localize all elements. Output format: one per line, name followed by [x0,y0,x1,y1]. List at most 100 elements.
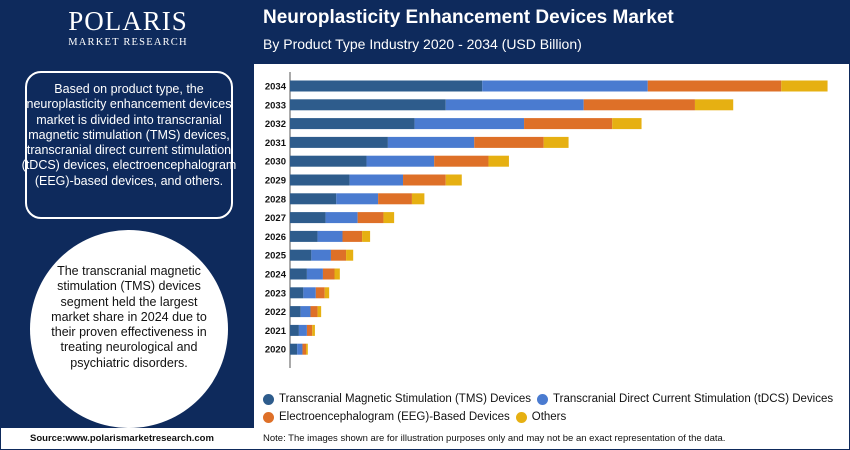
source-text: Source:www.polarismarketresearch.com [30,433,214,444]
y-tick-label-2031: 2031 [265,138,287,149]
logo-subtitle: MARKET RESEARCH [68,37,188,48]
bar-2028-others [411,193,425,205]
bar-2030-tdcs [366,155,435,167]
bar-2028-tdcs [336,193,379,205]
bar-2025-tdcs [311,249,331,261]
bar-2027-tms [290,212,326,224]
bar-2028-eeg [378,193,412,205]
bar-2020-tdcs [297,343,303,355]
legend-dot-others [515,411,527,423]
y-tick-label-2032: 2032 [265,119,286,130]
bar-2029-others [445,174,462,186]
legend-row-2: Electroencephalogram (EEG)-Based Devices… [263,408,848,426]
bar-2021-others [312,324,315,336]
bar-2025-others [346,249,354,261]
bar-2030-eeg [434,155,489,167]
bar-2034-others [781,80,828,92]
info-box: Based on product type, the neuroplastici… [22,71,236,219]
bar-2024-tdcs [306,268,323,280]
highlight-text: The transcranial magnetic stimulation (T… [51,264,207,370]
y-tick-label-2023: 2023 [265,288,286,299]
bar-2031-tms [290,136,388,148]
bar-2034-tdcs [482,80,648,92]
footer: Source:www.polarismarketresearch.com Not… [0,428,850,450]
y-tick-label-2022: 2022 [265,307,286,318]
legend-label-others: Others [531,411,567,423]
bar-2027-eeg [357,212,384,224]
legend-label-tms: Transcranial Magnetic Stimulation (TMS) … [279,393,532,405]
logo-name: POLARIS [68,6,188,36]
bar-2024-eeg [322,268,335,280]
bar-2021-tms [290,324,299,336]
bar-2027-others [383,212,395,224]
bar-2024-others [334,268,340,280]
bar-2032-eeg [524,118,613,130]
bar-2033-others [694,99,734,111]
y-tick-label-2020: 2020 [265,345,286,356]
chart-legend: Transcranial Magnetic Stimulation (TMS) … [263,390,848,426]
polaris-logo: POLARIS MARKET RESEARCH [58,6,198,50]
chart-title: Neuroplasticity Enhancement Devices Mark… [263,7,674,28]
bar-2034-tms [290,80,483,92]
bar-2021-eeg [306,324,313,336]
bar-2020-others [306,343,308,355]
bar-2025-tms [290,249,312,261]
bar-2033-tms [290,99,446,111]
bar-2022-tdcs [300,306,311,318]
disclaimer-note: Note: The images shown are for illustrat… [263,433,726,444]
bar-2032-tms [290,118,415,130]
bar-2026-others [362,230,371,242]
bar-2023-eeg [315,287,325,299]
bar-2022-tms [290,306,301,318]
bar-2027-tdcs [325,212,358,224]
stacked-bar-chart: 2034 2033 2032 2031 2030 2029 2028 2027 2026 2025… [265,72,828,368]
legend-dot-tms [263,393,274,405]
bar-2024-tms [290,268,307,280]
info-text: Based on product type, the neuroplastici… [21,82,237,188]
legend-row-1: Transcranial Magnetic Stimulation (TMS) … [263,390,848,408]
y-tick-label-2021: 2021 [265,326,287,337]
legend-item-eeg: Electroencephalogram (EEG)-Based Devices [263,411,510,423]
bar-2022-eeg [310,306,318,318]
bar-2033-eeg [583,99,695,111]
y-tick-label-2026: 2026 [265,232,286,243]
bar-2030-tms [290,155,367,167]
bar-2031-others [543,136,569,148]
bar-2030-others [488,155,509,167]
bar-2029-tdcs [349,174,404,186]
header-bar: POLARIS MARKET RESEARCH Neuroplasticity … [0,0,850,64]
y-tick-label-2029: 2029 [265,176,286,187]
legend-item-others: Others [515,411,567,423]
bar-2020-eeg [302,343,307,355]
bar-2026-tdcs [317,230,343,242]
y-tick-label-2034: 2034 [265,82,287,93]
bar-2029-eeg [403,174,446,186]
chart-subtitle: By Product Type Industry 2020 - 2034 (US… [263,36,582,52]
y-tick-label-2030: 2030 [265,157,286,168]
bar-2020-tms [290,343,298,355]
bar-2029-tms [290,174,350,186]
bar-2023-others [324,287,330,299]
y-tick-label-2024: 2024 [265,270,287,281]
y-tick-label-2025: 2025 [265,251,287,262]
legend-label-tdcs: Transcranial Direct Current Stimulation … [553,393,834,405]
bar-2026-tms [290,230,318,242]
legend-label-eeg: Electroencephalogram (EEG)-Based Devices [279,411,510,423]
y-tick-label-2033: 2033 [265,100,286,111]
bar-2023-tdcs [303,287,316,299]
bar-2023-tms [290,287,304,299]
bar-2022-others [317,306,322,318]
legend-dot-eeg [263,411,274,423]
bar-2032-tdcs [414,118,525,130]
y-tick-label-2028: 2028 [265,194,286,205]
bar-2025-eeg [330,249,347,261]
y-tick-label-2027: 2027 [265,213,286,224]
bar-2026-eeg [342,230,363,242]
bar-2021-tdcs [298,324,307,336]
sidebar: Based on product type, the neuroplastici… [0,64,254,428]
bar-2033-tdcs [445,99,584,111]
legend-item-tdcs: Transcranial Direct Current Stimulation … [537,393,833,405]
bar-2032-others [612,118,642,130]
bar-2028-tms [290,193,337,205]
legend-dot-tdcs [537,393,549,405]
